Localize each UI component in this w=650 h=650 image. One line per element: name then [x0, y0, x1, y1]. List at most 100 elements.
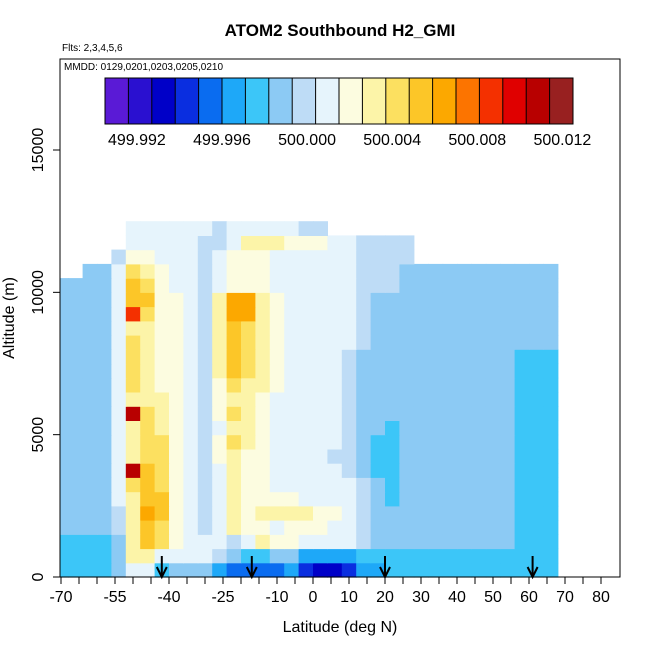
colorbar-frame: [104, 77, 574, 125]
heatmap-cell: [255, 463, 271, 478]
heatmap-cell: [284, 434, 300, 450]
heatmap-cell: [313, 377, 328, 393]
heatmap-cell: [385, 505, 400, 521]
heatmap-cell: [111, 463, 127, 478]
heatmap-cell: [370, 477, 386, 493]
heatmap-cell: [529, 491, 544, 507]
heatmap-cell: [485, 306, 501, 322]
heatmap-cell: [543, 377, 559, 393]
heatmap-cell: [327, 548, 343, 564]
heatmap-cell: [341, 320, 357, 336]
heatmap-cell: [341, 548, 357, 564]
heatmap-cell: [154, 377, 170, 393]
heatmap-cell: [514, 263, 530, 279]
heatmap-cell: [197, 235, 213, 251]
heatmap-cell: [313, 221, 328, 236]
heatmap-cell: [313, 306, 328, 322]
heatmap-cell: [111, 420, 127, 436]
heatmap-cell: [529, 292, 544, 308]
heatmap-cell: [197, 463, 213, 478]
heatmap-cell: [399, 548, 415, 564]
heatmap-cell: [197, 477, 213, 493]
heatmap-cell: [226, 420, 242, 436]
heatmap-cell: [125, 221, 141, 236]
heatmap-cell: [370, 548, 386, 564]
heatmap-cell: [82, 448, 98, 464]
heatmap-cell: [111, 292, 127, 308]
heatmap-cell: [341, 448, 357, 464]
heatmap-cell: [197, 505, 213, 521]
heatmap-cell: [125, 392, 141, 407]
heatmap-cell: [125, 249, 141, 265]
heatmap-cell: [284, 448, 300, 464]
heatmap-cell: [529, 278, 544, 293]
heatmap-cell: [197, 434, 213, 450]
heatmap-cell: [111, 548, 127, 564]
heatmap-cell: [269, 448, 285, 464]
heatmap-cell: [212, 249, 228, 265]
heatmap-cell: [60, 377, 69, 393]
heatmap-cell: [183, 420, 199, 436]
heatmap-cell: [298, 491, 314, 507]
heatmap-cell: [241, 377, 256, 393]
heatmap-cell: [341, 377, 357, 393]
heatmap-cell: [125, 491, 141, 507]
heatmap-cell: [313, 534, 328, 550]
heatmap-cell: [226, 491, 242, 507]
heatmap-cell: [82, 491, 98, 507]
heatmap-cell: [154, 420, 170, 436]
heatmap-cell: [284, 505, 300, 521]
heatmap-cell: [284, 463, 300, 478]
heatmap-cell: [68, 377, 84, 393]
heatmap-cell: [399, 491, 415, 507]
heatmap-cell: [197, 349, 213, 365]
heatmap-cell: [385, 335, 400, 350]
heatmap-cell: [97, 363, 112, 379]
heatmap-cell: [284, 520, 300, 535]
heatmap-cell: [543, 448, 559, 464]
heatmap-cell: [269, 520, 285, 535]
heatmap-cell: [140, 505, 156, 521]
heatmap-cell: [298, 278, 314, 293]
heatmap-cell: [442, 505, 458, 521]
heatmap-cell: [97, 278, 112, 293]
heatmap-cell: [514, 292, 530, 308]
heatmap-cell: [284, 392, 300, 407]
heatmap-cell: [442, 434, 458, 450]
heatmap-cell: [111, 534, 127, 550]
heatmap-cell: [529, 335, 544, 350]
heatmap-cell: [500, 491, 516, 507]
heatmap-cell: [457, 548, 472, 564]
heatmap-cell: [183, 548, 199, 564]
heatmap-cell: [313, 562, 328, 578]
heatmap-cell: [471, 548, 487, 564]
heatmap-cell: [284, 420, 300, 436]
heatmap-cell: [529, 434, 544, 450]
heatmap-cell: [500, 520, 516, 535]
heatmap-cell: [428, 434, 444, 450]
heatmap-cell: [370, 562, 386, 578]
heatmap-cell: [183, 221, 199, 236]
heatmap-cell: [68, 335, 84, 350]
heatmap-cell: [370, 363, 386, 379]
heatmap-cell: [500, 420, 516, 436]
heatmap-cell: [169, 349, 184, 365]
heatmap-cell: [68, 420, 84, 436]
heatmap-cell: [514, 548, 530, 564]
heatmap-cell: [226, 377, 242, 393]
heatmap-cell: [154, 335, 170, 350]
heatmap-cell: [255, 534, 271, 550]
heatmap-cell: [255, 278, 271, 293]
heatmap-cell: [226, 278, 242, 293]
heatmap-cell: [97, 263, 112, 279]
heatmap-cell: [226, 235, 242, 251]
heatmap-cell: [82, 520, 98, 535]
heatmap-cell: [154, 392, 170, 407]
heatmap-cell: [370, 349, 386, 365]
heatmap-cell: [313, 406, 328, 421]
heatmap-cell: [269, 534, 285, 550]
heatmap-cell: [543, 292, 559, 308]
heatmap-cell: [68, 406, 84, 421]
heatmap-cell: [97, 377, 112, 393]
